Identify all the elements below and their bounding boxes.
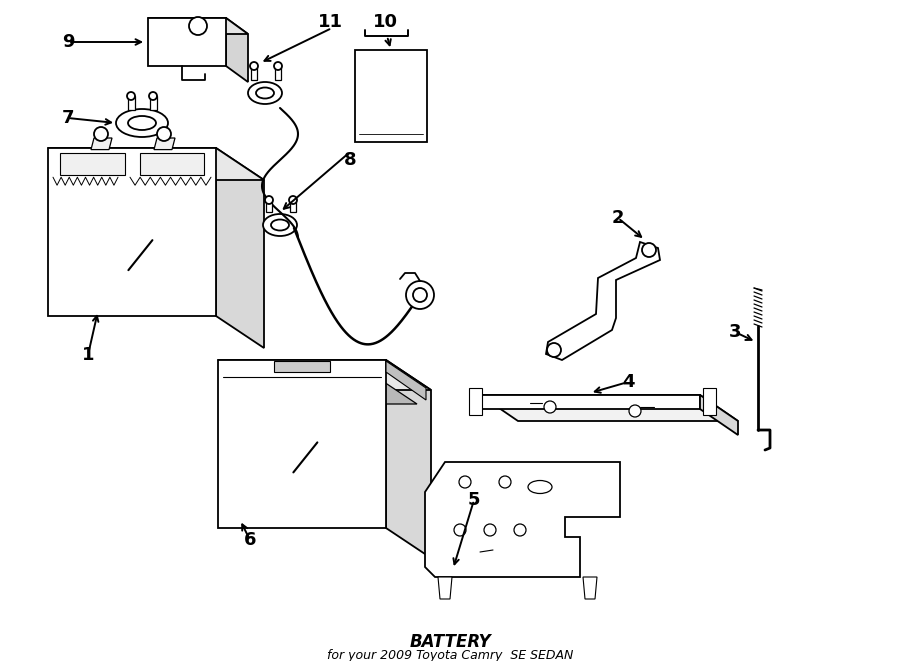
Polygon shape [355, 50, 427, 142]
Circle shape [127, 92, 135, 100]
Ellipse shape [256, 87, 274, 98]
Text: 7: 7 [62, 109, 74, 127]
Polygon shape [128, 96, 135, 110]
Text: 10: 10 [373, 13, 398, 31]
Text: 11: 11 [318, 13, 343, 31]
Text: 4: 4 [622, 373, 634, 391]
Polygon shape [48, 148, 216, 316]
Polygon shape [480, 395, 738, 421]
Polygon shape [148, 18, 248, 34]
Polygon shape [150, 96, 157, 110]
Ellipse shape [128, 116, 156, 130]
Circle shape [514, 524, 526, 536]
Circle shape [149, 92, 157, 100]
Polygon shape [438, 577, 452, 599]
Text: BATTERY: BATTERY [410, 633, 490, 651]
Polygon shape [425, 462, 620, 577]
Polygon shape [266, 200, 272, 212]
Polygon shape [140, 153, 204, 175]
Polygon shape [546, 242, 660, 360]
Polygon shape [91, 138, 112, 149]
Circle shape [547, 343, 561, 357]
Polygon shape [148, 18, 226, 66]
Circle shape [94, 127, 108, 141]
Polygon shape [232, 374, 417, 404]
Polygon shape [216, 148, 264, 348]
Polygon shape [48, 148, 264, 180]
Circle shape [265, 196, 273, 204]
Text: for your 2009 Toyota Camry  SE SEDAN: for your 2009 Toyota Camry SE SEDAN [327, 648, 573, 661]
Text: 9: 9 [62, 33, 74, 51]
Ellipse shape [248, 82, 282, 104]
Polygon shape [386, 360, 431, 558]
Circle shape [157, 127, 171, 141]
Circle shape [406, 281, 434, 309]
Text: 8: 8 [344, 151, 356, 169]
Polygon shape [703, 388, 716, 415]
Circle shape [642, 243, 656, 257]
Circle shape [189, 17, 207, 35]
Text: 6: 6 [244, 531, 256, 549]
Polygon shape [274, 361, 330, 372]
Text: 2: 2 [612, 209, 625, 227]
Circle shape [413, 288, 427, 302]
Circle shape [499, 476, 511, 488]
Circle shape [484, 524, 496, 536]
Text: 1: 1 [82, 346, 94, 364]
Circle shape [274, 62, 282, 70]
Polygon shape [60, 153, 125, 175]
Ellipse shape [528, 481, 552, 494]
Polygon shape [275, 66, 281, 80]
Circle shape [289, 196, 297, 204]
Polygon shape [469, 388, 482, 415]
Text: 3: 3 [729, 323, 742, 341]
Ellipse shape [116, 109, 168, 137]
Circle shape [629, 405, 641, 417]
Polygon shape [251, 66, 257, 80]
Polygon shape [480, 395, 700, 409]
Ellipse shape [263, 214, 297, 236]
Ellipse shape [271, 219, 289, 231]
Polygon shape [700, 395, 738, 435]
Polygon shape [386, 361, 426, 400]
Circle shape [544, 401, 556, 413]
Polygon shape [218, 360, 386, 528]
Polygon shape [583, 577, 597, 599]
Polygon shape [226, 18, 248, 82]
Text: 5: 5 [468, 491, 481, 509]
Polygon shape [154, 138, 175, 149]
Polygon shape [218, 360, 431, 390]
Circle shape [454, 524, 466, 536]
Circle shape [250, 62, 258, 70]
Polygon shape [290, 200, 296, 212]
Circle shape [459, 476, 471, 488]
